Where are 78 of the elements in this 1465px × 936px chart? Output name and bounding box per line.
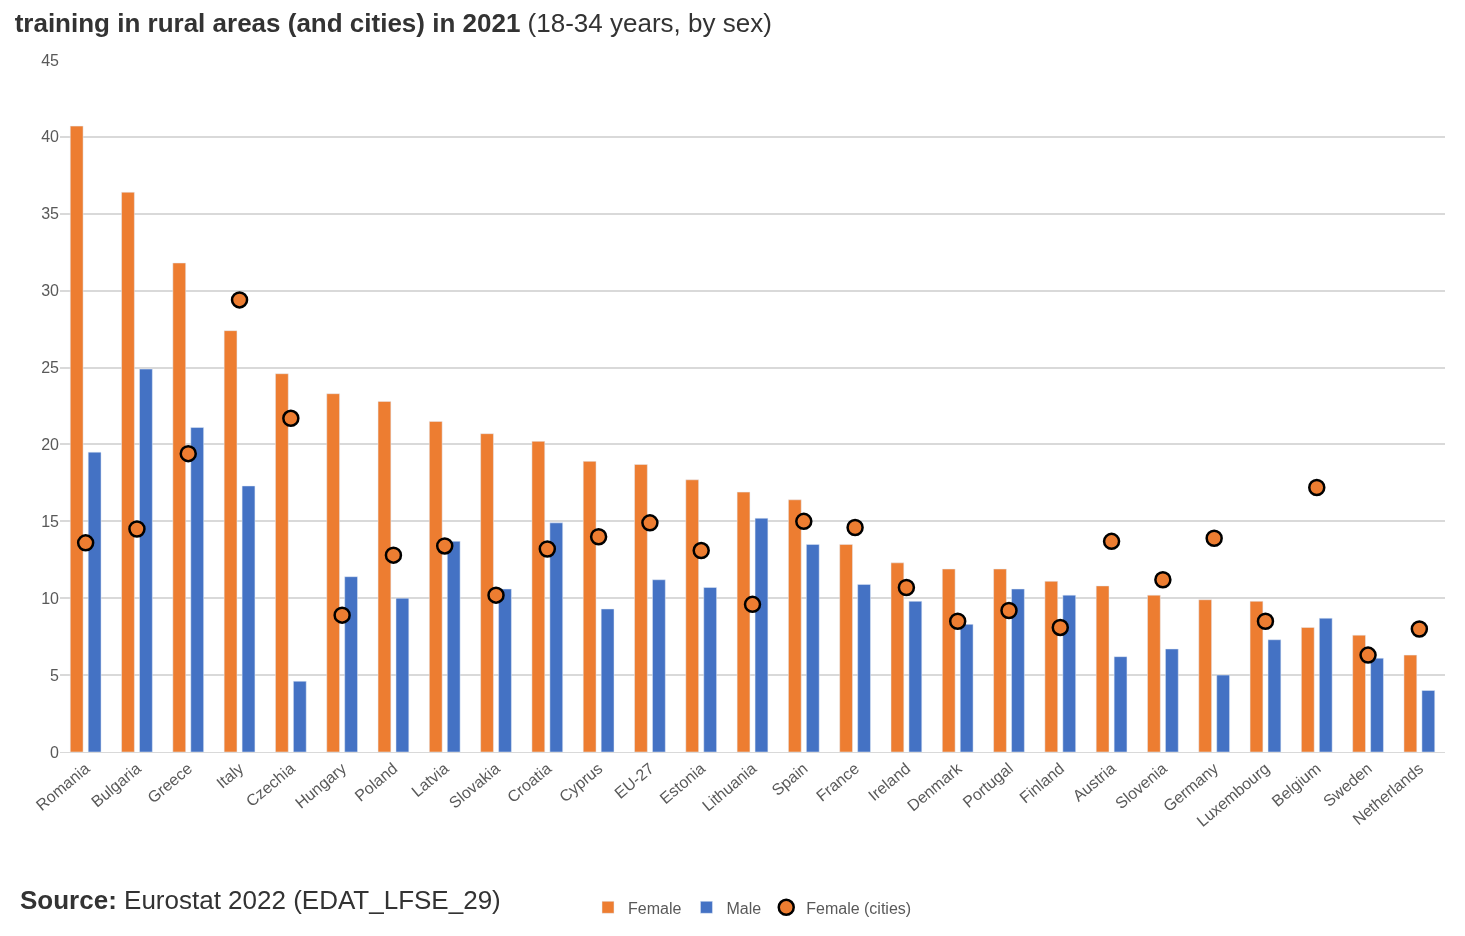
point (1308, 478, 1326, 497)
y-tick-label: 40 (41, 128, 60, 146)
y-tick-label: 10 (41, 589, 60, 607)
y-tick-label: 0 (50, 743, 60, 761)
bar (1301, 627, 1315, 752)
bar (293, 681, 307, 752)
bar (703, 587, 717, 752)
bar (857, 584, 871, 752)
bar (1421, 690, 1435, 752)
point (333, 606, 351, 624)
bar (1147, 594, 1161, 752)
point (487, 586, 505, 604)
legend-label: Female (cities) (806, 899, 912, 917)
bar (754, 518, 769, 752)
point (641, 514, 659, 532)
bar (1113, 656, 1128, 752)
bar (908, 601, 923, 752)
bar (806, 544, 820, 752)
point (538, 540, 557, 558)
point (1051, 618, 1070, 637)
y-tick-label: 35 (41, 205, 60, 223)
point (795, 512, 813, 531)
point (846, 518, 864, 537)
point (1102, 532, 1121, 551)
point (179, 444, 197, 463)
y-tick-label: 5 (50, 666, 60, 684)
bar (447, 541, 461, 752)
bar (1216, 674, 1230, 752)
y-tick-label: 25 (41, 359, 60, 377)
bar (344, 576, 358, 752)
bar (652, 579, 666, 752)
point (692, 541, 710, 560)
point (282, 409, 300, 428)
y-tick-label: 30 (41, 282, 60, 300)
chart-title: training in rural areas (and cities) in 2021 (14, 8, 521, 39)
source-note: Source: Eurostat 2022 (EDAT_LFSE_29) (20, 885, 501, 915)
bar (1370, 657, 1384, 752)
bar (1095, 585, 1110, 752)
legend-label: Female (628, 899, 682, 917)
chart-subtitle: (18-34 years, by sex) (527, 8, 772, 39)
point (743, 595, 762, 614)
bar (1403, 654, 1418, 752)
point (128, 520, 146, 538)
point (230, 291, 249, 309)
bar (1198, 599, 1212, 752)
bar (139, 368, 153, 752)
point (948, 612, 967, 631)
bar (549, 522, 563, 752)
point (1000, 601, 1018, 620)
bar (223, 330, 238, 752)
bar (498, 588, 512, 752)
point (384, 546, 403, 564)
point (589, 527, 608, 546)
bar (600, 608, 615, 752)
legend-label: Male (726, 899, 762, 917)
bar (1062, 594, 1076, 752)
bar (1011, 588, 1025, 752)
point (1205, 529, 1223, 547)
y-tick-label: 20 (41, 436, 60, 454)
point (1410, 620, 1429, 638)
bar (839, 544, 853, 752)
bar (395, 597, 410, 752)
bar (1165, 648, 1179, 752)
bar (1319, 617, 1333, 752)
point (1154, 571, 1172, 589)
y-tick-label: 45 (41, 51, 60, 69)
bar (190, 427, 204, 752)
point (76, 534, 95, 552)
point (897, 578, 916, 597)
bar (87, 451, 102, 752)
bar (1267, 639, 1282, 752)
bar (960, 624, 974, 752)
bar (241, 485, 256, 752)
point (1256, 612, 1275, 631)
x-tick-label: Italy (213, 759, 247, 792)
y-tick-label: 15 (41, 512, 60, 530)
point (1359, 646, 1377, 664)
point (435, 537, 454, 555)
